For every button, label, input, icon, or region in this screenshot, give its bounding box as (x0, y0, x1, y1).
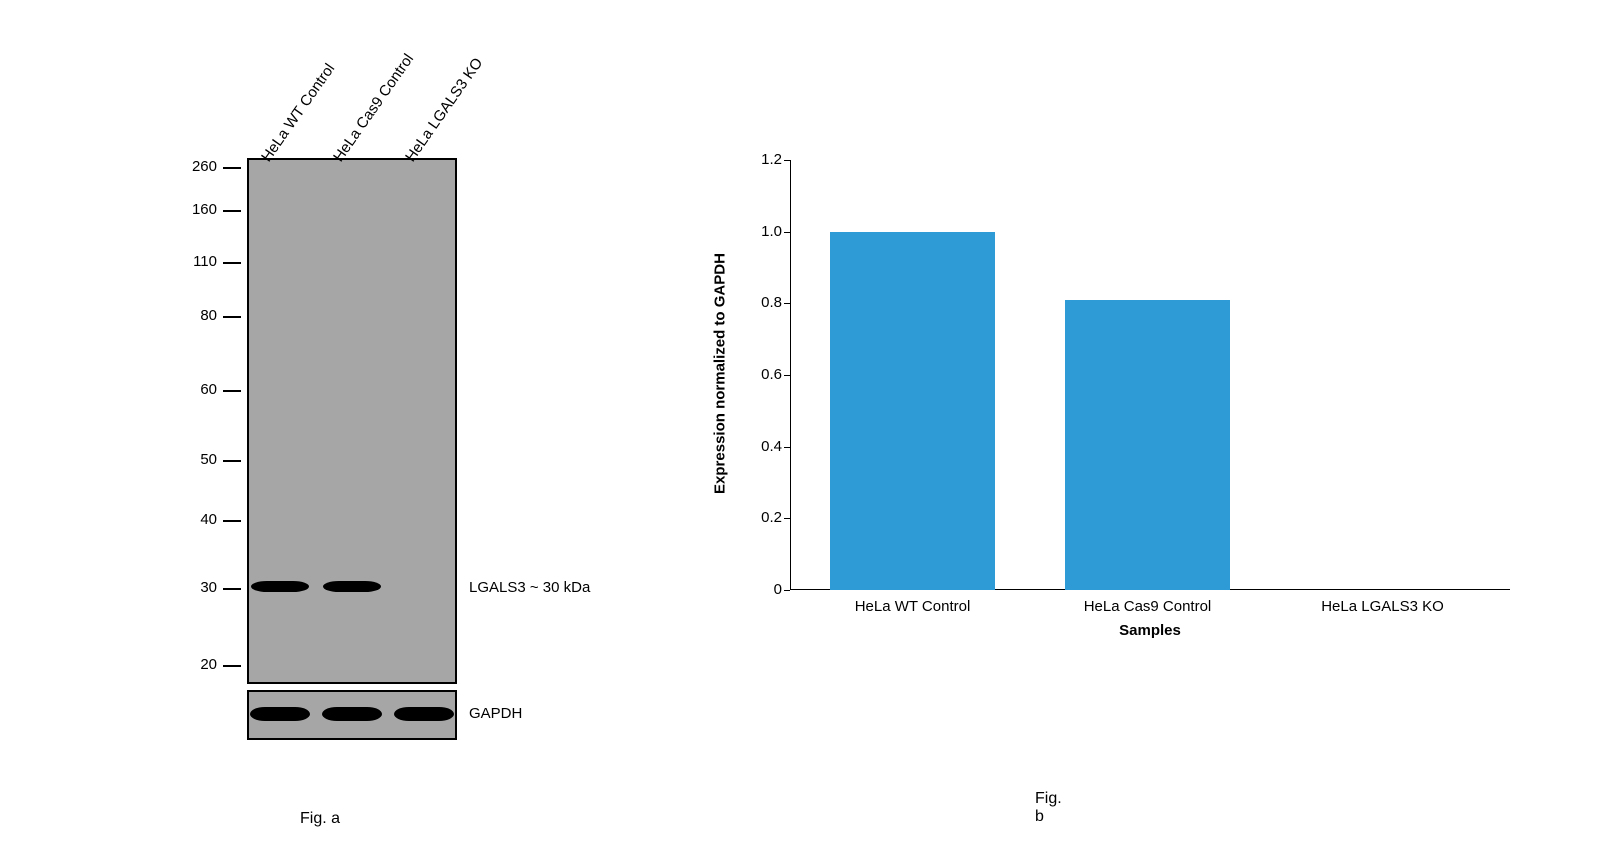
target-protein-label: LGALS3 ~ 30 kDa (469, 579, 590, 596)
x-axis-title: Samples (1090, 622, 1210, 639)
mw-marker-label: 60 (177, 381, 217, 398)
y-tick-mark (784, 590, 790, 591)
chart-bar (1065, 300, 1230, 590)
mw-marker-tick (223, 665, 241, 667)
mw-marker-label: 30 (177, 579, 217, 596)
y-tick-label: 0.2 (742, 509, 782, 526)
chart-bar (830, 232, 995, 590)
y-axis-title: Expression normalized to GAPDH (712, 244, 729, 504)
blot-membrane-main (247, 158, 457, 684)
mw-marker-tick (223, 167, 241, 169)
mw-marker-tick (223, 520, 241, 522)
figure-caption-a: Fig. a (300, 810, 340, 828)
mw-marker-label: 160 (177, 201, 217, 218)
y-tick-label: 1.0 (742, 223, 782, 240)
mw-marker-label: 20 (177, 656, 217, 673)
mw-marker-tick (223, 262, 241, 264)
blot-band (250, 707, 310, 721)
y-tick-label: 0.4 (742, 438, 782, 455)
western-blot-panel: HeLa WT Control HeLa Cas9 Control HeLa L… (80, 20, 600, 780)
figure-caption-b: Fig. b (1035, 790, 1062, 826)
mw-marker-tick (223, 390, 241, 392)
y-tick-mark (784, 518, 790, 519)
y-tick-mark (784, 303, 790, 304)
y-tick-mark (784, 232, 790, 233)
mw-marker-tick (223, 460, 241, 462)
blot-band (322, 707, 382, 721)
mw-marker-label: 50 (177, 451, 217, 468)
y-tick-label: 0 (742, 581, 782, 598)
mw-marker-label: 40 (177, 511, 217, 528)
y-tick-mark (784, 160, 790, 161)
x-category-label: HeLa LGALS3 KO (1293, 598, 1473, 615)
mw-marker-tick (223, 316, 241, 318)
mw-marker-tick (223, 588, 241, 590)
x-category-label: HeLa Cas9 Control (1058, 598, 1238, 615)
blot-band (394, 707, 454, 721)
blot-band (251, 581, 309, 592)
y-tick-mark (784, 447, 790, 448)
mw-marker-label: 110 (177, 253, 217, 270)
blot-band (323, 581, 381, 592)
mw-marker-tick (223, 210, 241, 212)
x-category-label: HeLa WT Control (823, 598, 1003, 615)
mw-marker-label: 260 (177, 158, 217, 175)
lane-label: HeLa Cas9 Control (330, 51, 417, 165)
lane-label: HeLa WT Control (258, 61, 338, 165)
y-tick-mark (784, 375, 790, 376)
y-tick-label: 0.8 (742, 294, 782, 311)
y-tick-label: 1.2 (742, 151, 782, 168)
mw-marker-label: 80 (177, 307, 217, 324)
y-tick-label: 0.6 (742, 366, 782, 383)
gapdh-protein-label: GAPDH (469, 705, 522, 722)
lane-label: HeLa LGALS3 KO (402, 55, 486, 165)
